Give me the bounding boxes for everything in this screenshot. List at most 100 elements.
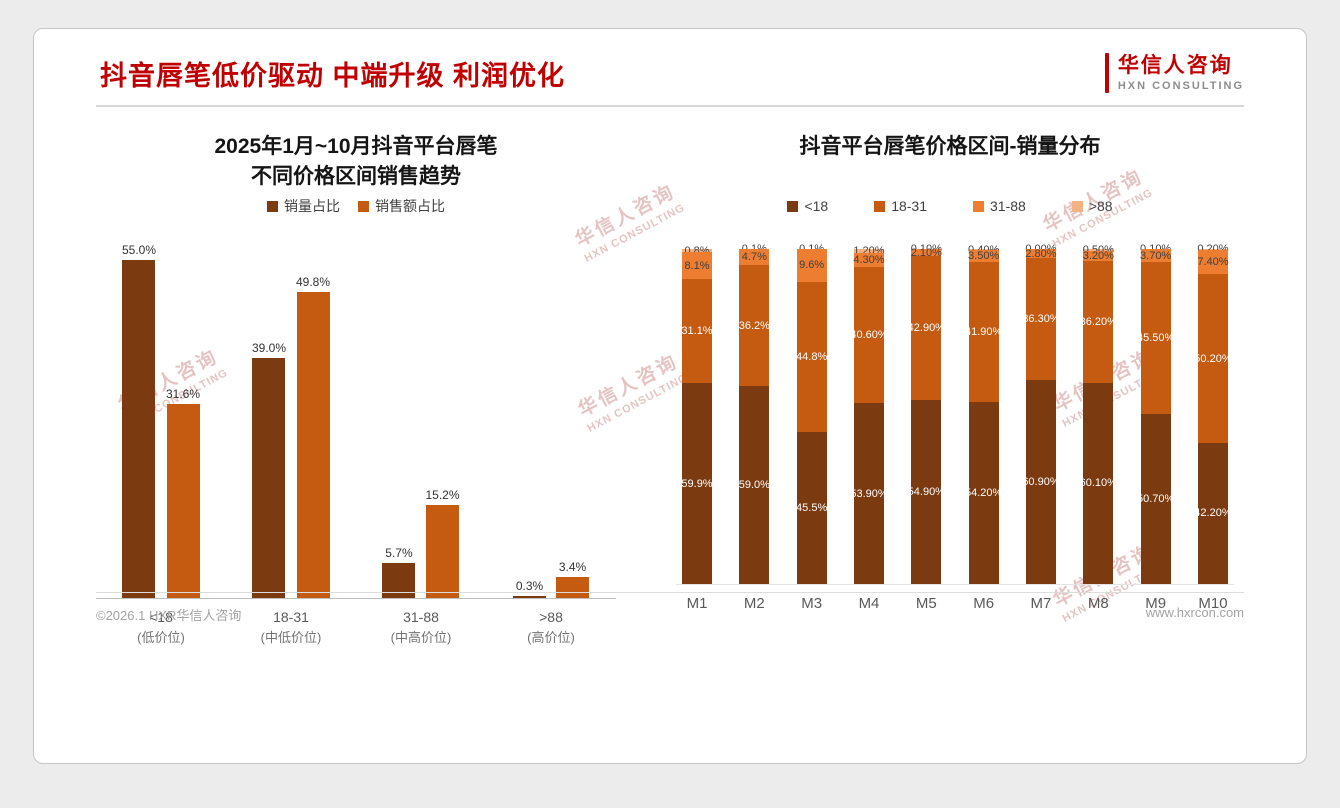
bar-segment: 54.90% [911, 400, 941, 584]
bar [167, 404, 200, 598]
legend-swatch-icon [787, 201, 798, 212]
segment-label: 45.50% [1137, 332, 1174, 344]
bar-value-label: 39.0% [252, 341, 286, 355]
stacked-bar: 0.1%9.6%44.8%45.5% [797, 249, 827, 584]
right-chart-title-text: 抖音平台唇笔价格区间-销量分布 [800, 135, 1101, 158]
legend-swatch-icon [973, 201, 984, 212]
bar-segment: 7.40% [1198, 250, 1228, 275]
legend-item: <18 [787, 198, 828, 214]
bar-segment: 36.2% [739, 265, 769, 386]
legend-swatch-icon [358, 201, 369, 212]
bar-segment: 40.60% [854, 267, 884, 403]
legend-label: 销售额占比 [375, 196, 445, 216]
legend-item: 销售额占比 [358, 196, 445, 216]
bar-wrap: 55.0% [122, 243, 156, 598]
segment-label: 50.70% [1137, 493, 1174, 505]
segment-label: 59.0% [739, 479, 770, 491]
segment-label: 40.60% [850, 329, 887, 341]
bar-value-label: 3.4% [559, 560, 586, 574]
bar-segment: 44.8% [797, 282, 827, 432]
bar-wrap: 39.0% [252, 341, 286, 598]
legend-label: 18-31 [891, 198, 927, 214]
right-chart-legend: <18 18-31 31-88 >88 [656, 196, 1244, 216]
logo-name: 华信人咨询 [1118, 54, 1244, 77]
legend-item: 31-88 [973, 198, 1026, 214]
segment-label: 36.30% [1022, 313, 1059, 325]
slide: 华信人咨询 HXN CONSULTING 华信人咨询 HXN CONSULTIN… [33, 28, 1307, 764]
legend-item: >88 [1072, 198, 1113, 214]
legend-label: >88 [1089, 198, 1113, 214]
left-chart: 2025年1月~10月抖音平台唇笔 不同价格区间销售趋势 销量占比 销售额占比 5… [96, 132, 616, 648]
logo-text: 华信人咨询 HXN CONSULTING [1118, 54, 1244, 92]
bar [426, 505, 459, 598]
segment-label: 53.90% [850, 488, 887, 500]
segment-label: 4.7% [742, 251, 767, 263]
bar-value-label: 15.2% [425, 488, 459, 502]
bar-pair: 5.7% 15.2% [382, 488, 459, 598]
bar-segment: 45.5% [797, 432, 827, 584]
logo: 华信人咨询 HXN CONSULTING [1105, 53, 1244, 93]
stacked-bar: 0.1%4.7%36.2%59.0% [739, 249, 769, 584]
bar-segment: 2.80% [1026, 249, 1056, 258]
bar-pair: 39.0% 49.8% [252, 275, 330, 598]
category-label-sub: (高价位) [486, 628, 616, 648]
stacked-bar: 0.50%3.20%36.20%60.10% [1083, 249, 1113, 584]
segment-label: 41.90% [965, 326, 1002, 338]
bar-segment: 60.10% [1083, 383, 1113, 584]
bar-wrap: 49.8% [296, 275, 330, 598]
stacked-bar: 1.20%4.30%40.60%53.90% [854, 249, 884, 584]
segment-label: 54.90% [908, 486, 945, 498]
segment-label: 59.9% [681, 478, 712, 490]
category-label-sub: (中高价位) [356, 628, 486, 648]
bar-segment: 50.70% [1141, 414, 1171, 584]
bar-wrap: 31.6% [166, 387, 200, 598]
segment-label: 7.40% [1197, 256, 1228, 268]
page-title: 抖音唇笔低价驱动 中端升级 利润优化 [100, 54, 565, 93]
bar-value-label: 49.8% [296, 275, 330, 289]
bar-segment: 31.1% [682, 279, 712, 383]
bar-segment: 3.50% [969, 250, 999, 262]
segment-label: 8.1% [684, 260, 709, 272]
bar-segment: 9.6% [797, 249, 827, 281]
footer-copyright: ©2026.1 HXR华信人咨询 [96, 605, 241, 624]
logo-subtitle: HXN CONSULTING [1118, 80, 1244, 92]
bar-segment: 3.70% [1141, 249, 1171, 261]
bar-group: 39.0% 49.8% [226, 275, 356, 598]
stacked-bar: 0.10%3.70%45.50%50.70% [1141, 249, 1171, 584]
logo-mark-icon [1105, 53, 1109, 93]
segment-label: 9.6% [799, 259, 824, 271]
bar-segment: 41.90% [969, 262, 999, 402]
segment-label: 36.20% [1080, 316, 1117, 328]
bar-segment: 53.90% [854, 403, 884, 584]
stacked-bar: 0.10%2.10%42.90%54.90% [911, 249, 941, 584]
bar-segment: 2.10% [911, 249, 941, 256]
bar-segment: 59.0% [739, 386, 769, 584]
footer: ©2026.1 HXR华信人咨询 www.hxrcon.com [96, 592, 1244, 624]
legend-swatch-icon [874, 201, 885, 212]
bar-value-label: 5.7% [385, 546, 412, 560]
stacked-bar-plot: 0.8%8.1%31.1%59.9%0.1%4.7%36.2%59.0%0.1%… [676, 249, 1234, 585]
left-chart-title-line1: 2025年1月~10月抖音平台唇笔 [214, 135, 497, 158]
bar-segment: 3.20% [1083, 251, 1113, 262]
bar-segment: 36.30% [1026, 258, 1056, 380]
segment-label: 60.90% [1022, 476, 1059, 488]
segment-label: 45.5% [796, 502, 827, 514]
legend-swatch-icon [267, 201, 278, 212]
bar-pair: 55.0% 31.6% [122, 243, 200, 598]
footer-website: www.hxrcon.com [1146, 605, 1244, 624]
segment-label: 54.20% [965, 487, 1002, 499]
legend-item: 18-31 [874, 198, 927, 214]
segment-label: 50.20% [1194, 353, 1231, 365]
grouped-bar-plot: 55.0%31.6%39.0%49.8%5.7%15.2%0.3%3.4% [96, 230, 616, 599]
left-chart-title-line2: 不同价格区间销售趋势 [251, 165, 461, 188]
bar [297, 292, 330, 598]
bar [252, 358, 285, 598]
bar-segment: 4.7% [739, 249, 769, 265]
legend-label: 31-88 [990, 198, 1026, 214]
bar-group: 5.7% 15.2% [356, 488, 486, 598]
segment-label: 3.70% [1140, 250, 1171, 262]
bar-segment: 4.30% [854, 253, 884, 267]
bar-segment: 42.20% [1198, 443, 1228, 584]
legend-label: 销量占比 [284, 196, 340, 216]
